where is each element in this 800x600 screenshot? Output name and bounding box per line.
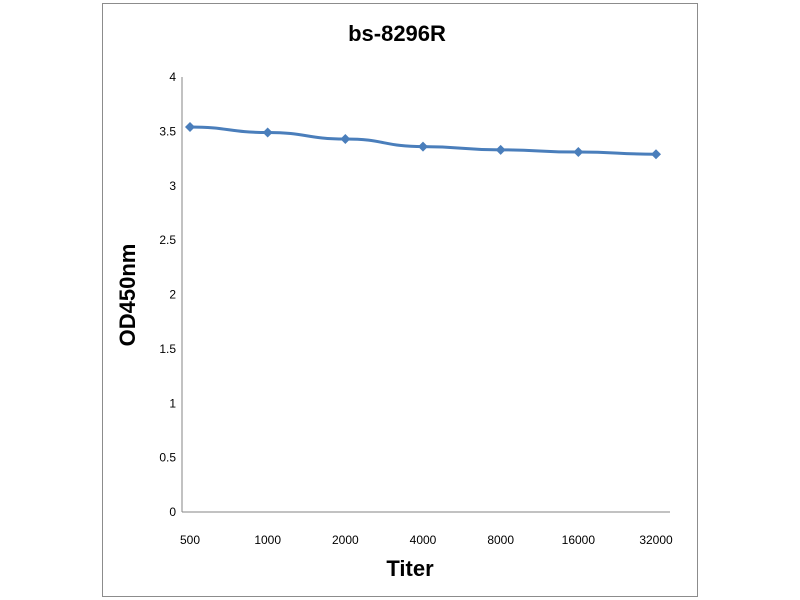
x-tick-label: 32000 xyxy=(639,533,673,547)
x-tick-label: 4000 xyxy=(410,533,437,547)
data-point-marker xyxy=(262,127,273,138)
axes xyxy=(181,77,670,513)
y-tick-label: 2.5 xyxy=(159,233,176,247)
y-tick-label: 0 xyxy=(169,505,176,519)
chart-frame xyxy=(102,3,698,597)
data-point-marker xyxy=(418,141,428,152)
data-point-marker xyxy=(185,122,195,133)
y-tick-label: 0.5 xyxy=(159,451,176,465)
y-tick-label: 3.5 xyxy=(159,124,176,138)
x-tick-labels: 500 1000 2000 4000 8000 16000 32000 xyxy=(180,533,673,547)
series-group xyxy=(185,122,661,160)
y-tick-labels: 0 0.5 1 1.5 2 2.5 3 3.5 4 xyxy=(159,70,176,519)
y-tick-label: 1.5 xyxy=(159,342,176,356)
data-point-marker xyxy=(651,149,661,160)
x-tick-label: 16000 xyxy=(562,533,596,547)
x-axis-label: Titer xyxy=(386,556,434,581)
chart-title: bs-8296R xyxy=(348,21,446,46)
x-tick-label: 8000 xyxy=(487,533,514,547)
y-tick-label: 1 xyxy=(169,396,176,410)
x-tick-label: 500 xyxy=(180,533,200,547)
y-tick-label: 4 xyxy=(169,70,176,84)
y-tick-label: 3 xyxy=(169,179,176,193)
y-axis-label: OD450nm xyxy=(115,244,140,347)
x-tick-label: 1000 xyxy=(254,533,281,547)
y-tick-label: 2 xyxy=(169,288,176,302)
x-tick-label: 2000 xyxy=(332,533,359,547)
data-point-marker xyxy=(495,144,506,155)
data-point-marker xyxy=(573,147,584,158)
data-point-marker xyxy=(340,133,351,144)
